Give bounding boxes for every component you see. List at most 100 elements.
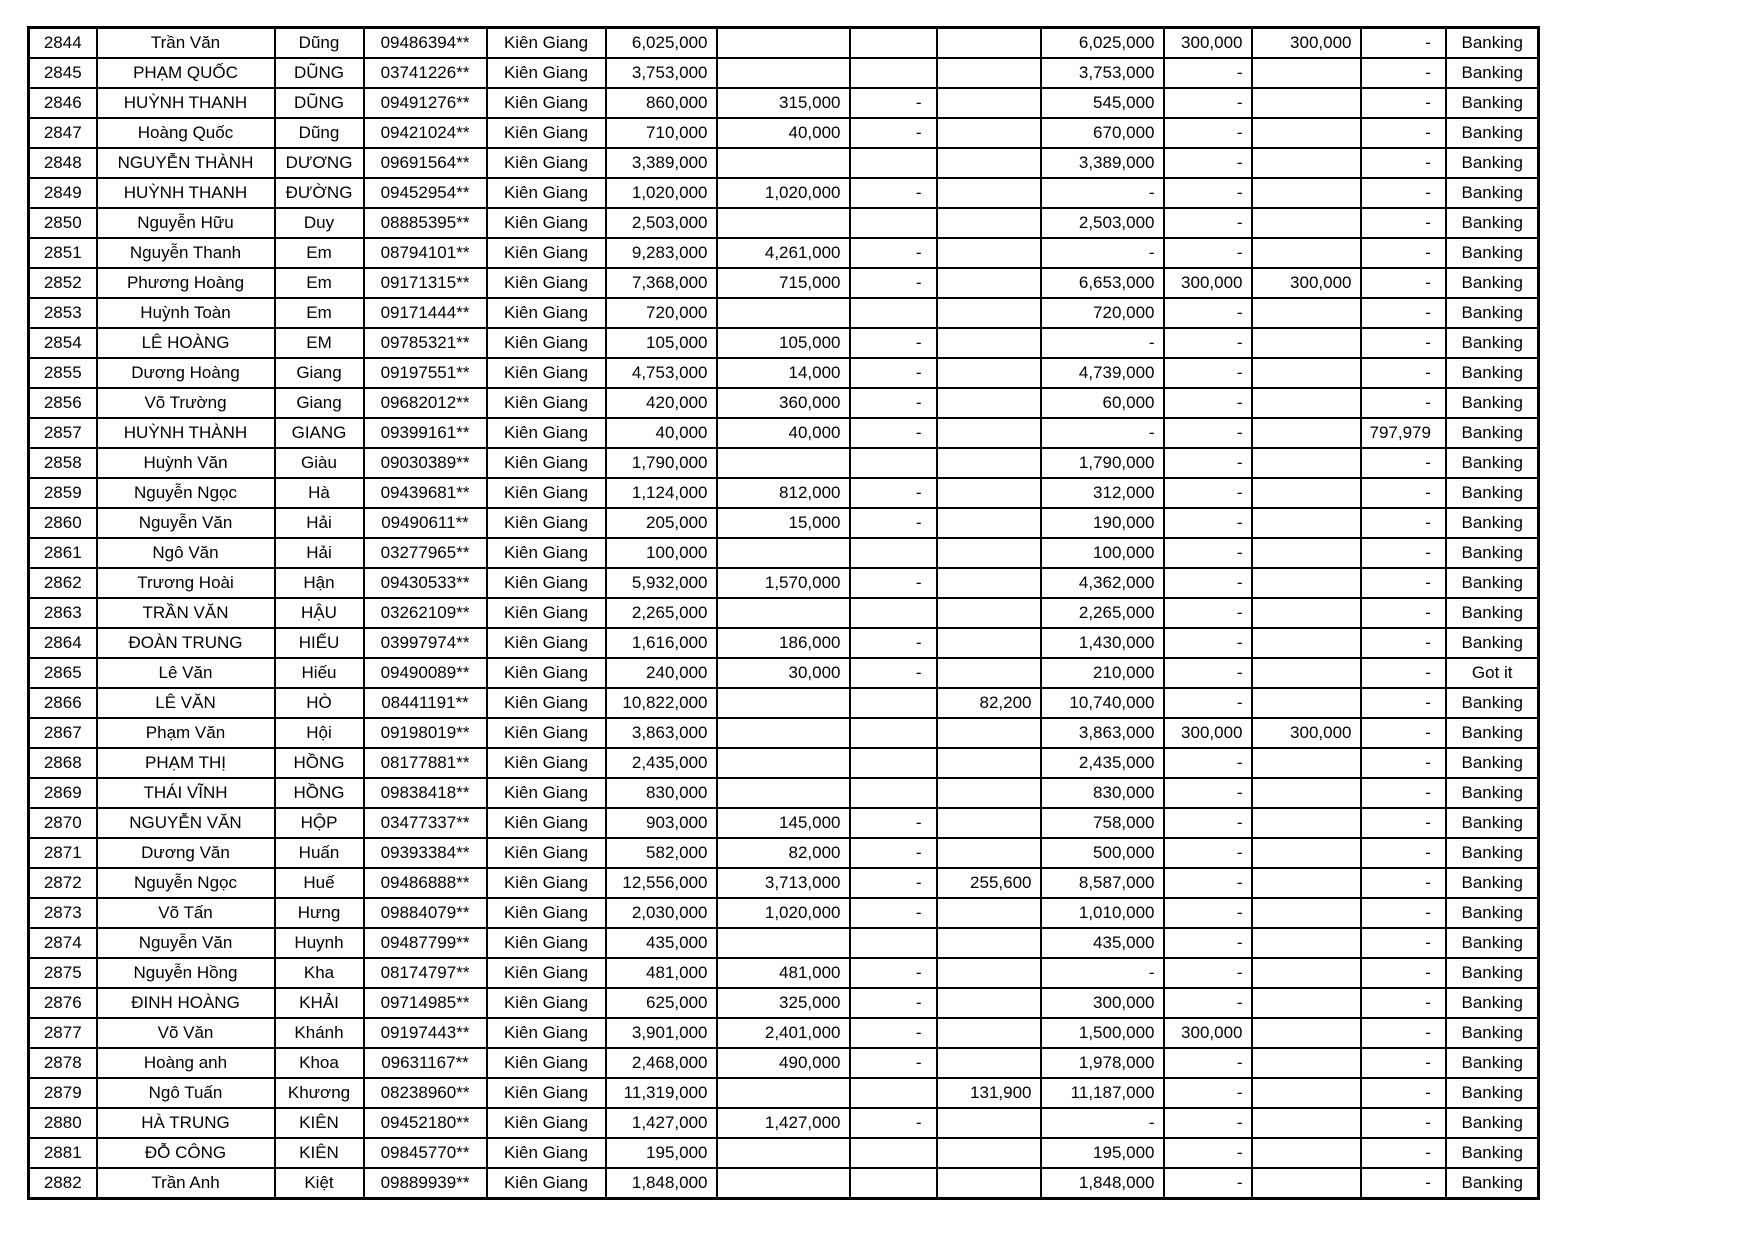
cell-amount-extra-1[interactable]: - bbox=[1162, 927, 1253, 959]
cell-amount-extra-2[interactable] bbox=[1250, 777, 1362, 809]
cell-dash-b[interactable]: - bbox=[1359, 597, 1447, 629]
cell-phone[interactable]: 09439681** bbox=[362, 477, 488, 509]
cell-dash-b[interactable]: - bbox=[1359, 957, 1447, 989]
cell-fee[interactable] bbox=[935, 297, 1042, 329]
cell-status[interactable]: Banking bbox=[1444, 297, 1540, 329]
cell-province[interactable]: Kiên Giang bbox=[485, 1167, 607, 1200]
cell-amount-net[interactable]: - bbox=[1039, 417, 1165, 449]
cell-amount-extra-2[interactable] bbox=[1250, 747, 1362, 779]
cell-fee[interactable] bbox=[935, 957, 1042, 989]
cell-row-id[interactable]: 2870 bbox=[27, 807, 98, 839]
cell-given-name[interactable]: Hội bbox=[273, 717, 365, 749]
cell-amount-net[interactable]: 1,500,000 bbox=[1039, 1017, 1165, 1049]
cell-amount-gross[interactable]: 1,790,000 bbox=[604, 447, 718, 479]
cell-province[interactable]: Kiên Giang bbox=[485, 627, 607, 659]
cell-family-name[interactable]: Nguyễn Văn bbox=[95, 507, 276, 539]
cell-phone[interactable]: 09714985** bbox=[362, 987, 488, 1019]
cell-amount-gross[interactable]: 40,000 bbox=[604, 417, 718, 449]
cell-province[interactable]: Kiên Giang bbox=[485, 1017, 607, 1049]
cell-dash-a[interactable]: - bbox=[848, 897, 938, 929]
cell-status[interactable]: Banking bbox=[1444, 957, 1540, 989]
cell-family-name[interactable]: Hoàng anh bbox=[95, 1047, 276, 1079]
cell-given-name[interactable]: HỘP bbox=[273, 807, 365, 839]
cell-amount-deducted[interactable]: 1,570,000 bbox=[715, 567, 851, 599]
cell-amount-deducted[interactable] bbox=[715, 597, 851, 629]
cell-province[interactable]: Kiên Giang bbox=[485, 717, 607, 749]
cell-amount-gross[interactable]: 240,000 bbox=[604, 657, 718, 689]
cell-fee[interactable] bbox=[935, 447, 1042, 479]
cell-phone[interactable]: 09452180** bbox=[362, 1107, 488, 1139]
cell-fee[interactable] bbox=[935, 237, 1042, 269]
cell-family-name[interactable]: LÊ VĂN bbox=[95, 687, 276, 719]
cell-amount-extra-2[interactable] bbox=[1250, 1017, 1362, 1049]
cell-dash-b[interactable]: - bbox=[1359, 26, 1447, 59]
cell-amount-extra-2[interactable]: 300,000 bbox=[1250, 267, 1362, 299]
cell-family-name[interactable]: HUỲNH THANH bbox=[95, 87, 276, 119]
cell-dash-b[interactable]: - bbox=[1359, 207, 1447, 239]
cell-dash-b[interactable]: - bbox=[1359, 717, 1447, 749]
cell-amount-deducted[interactable]: 812,000 bbox=[715, 477, 851, 509]
cell-given-name[interactable]: DƯƠNG bbox=[273, 147, 365, 179]
cell-amount-deducted[interactable]: 4,261,000 bbox=[715, 237, 851, 269]
cell-amount-gross[interactable]: 3,901,000 bbox=[604, 1017, 718, 1049]
cell-amount-net[interactable]: 2,265,000 bbox=[1039, 597, 1165, 629]
cell-province[interactable]: Kiên Giang bbox=[485, 537, 607, 569]
cell-amount-gross[interactable]: 2,468,000 bbox=[604, 1047, 718, 1079]
cell-amount-extra-2[interactable] bbox=[1250, 447, 1362, 479]
cell-given-name[interactable]: HIẾU bbox=[273, 627, 365, 659]
cell-amount-extra-1[interactable]: - bbox=[1162, 387, 1253, 419]
cell-amount-extra-1[interactable]: - bbox=[1162, 87, 1253, 119]
cell-given-name[interactable]: Hà bbox=[273, 477, 365, 509]
cell-amount-gross[interactable]: 2,265,000 bbox=[604, 597, 718, 629]
cell-given-name[interactable]: Kiệt bbox=[273, 1167, 365, 1200]
cell-amount-gross[interactable]: 720,000 bbox=[604, 297, 718, 329]
cell-amount-gross[interactable]: 481,000 bbox=[604, 957, 718, 989]
cell-dash-b[interactable]: - bbox=[1359, 57, 1447, 89]
cell-phone[interactable]: 09487799** bbox=[362, 927, 488, 959]
cell-amount-extra-2[interactable] bbox=[1250, 867, 1362, 899]
cell-amount-gross[interactable]: 3,389,000 bbox=[604, 147, 718, 179]
cell-given-name[interactable]: Hận bbox=[273, 567, 365, 599]
cell-amount-gross[interactable]: 5,932,000 bbox=[604, 567, 718, 599]
cell-dash-a[interactable]: - bbox=[848, 567, 938, 599]
cell-amount-gross[interactable]: 903,000 bbox=[604, 807, 718, 839]
cell-family-name[interactable]: ĐOÀN TRUNG bbox=[95, 627, 276, 659]
cell-amount-extra-1[interactable]: - bbox=[1162, 477, 1253, 509]
cell-amount-gross[interactable]: 1,020,000 bbox=[604, 177, 718, 209]
cell-status[interactable]: Banking bbox=[1444, 987, 1540, 1019]
cell-family-name[interactable]: Phương Hoàng bbox=[95, 267, 276, 299]
cell-status[interactable]: Got it bbox=[1444, 657, 1540, 689]
cell-amount-gross[interactable]: 2,503,000 bbox=[604, 207, 718, 239]
cell-amount-extra-1[interactable]: - bbox=[1162, 417, 1253, 449]
cell-amount-extra-2[interactable] bbox=[1250, 387, 1362, 419]
cell-amount-extra-2[interactable]: 300,000 bbox=[1250, 26, 1362, 59]
cell-family-name[interactable]: Võ Văn bbox=[95, 1017, 276, 1049]
cell-amount-gross[interactable]: 6,025,000 bbox=[604, 26, 718, 59]
cell-status[interactable]: Banking bbox=[1444, 507, 1540, 539]
cell-family-name[interactable]: Nguyễn Thanh bbox=[95, 237, 276, 269]
cell-row-id[interactable]: 2855 bbox=[27, 357, 98, 389]
cell-row-id[interactable]: 2881 bbox=[27, 1137, 98, 1169]
cell-province[interactable]: Kiên Giang bbox=[485, 597, 607, 629]
cell-fee[interactable] bbox=[935, 717, 1042, 749]
cell-fee[interactable] bbox=[935, 897, 1042, 929]
cell-amount-extra-1[interactable]: - bbox=[1162, 1137, 1253, 1169]
cell-status[interactable]: Banking bbox=[1444, 627, 1540, 659]
cell-status[interactable]: Banking bbox=[1444, 57, 1540, 89]
cell-amount-extra-1[interactable]: - bbox=[1162, 627, 1253, 659]
cell-row-id[interactable]: 2844 bbox=[27, 26, 98, 59]
cell-amount-gross[interactable]: 582,000 bbox=[604, 837, 718, 869]
cell-amount-extra-2[interactable] bbox=[1250, 147, 1362, 179]
cell-province[interactable]: Kiên Giang bbox=[485, 807, 607, 839]
cell-dash-b[interactable]: - bbox=[1359, 237, 1447, 269]
cell-fee[interactable] bbox=[935, 627, 1042, 659]
cell-province[interactable]: Kiên Giang bbox=[485, 26, 607, 59]
cell-phone[interactable]: 09691564** bbox=[362, 147, 488, 179]
cell-status[interactable]: Banking bbox=[1444, 237, 1540, 269]
cell-province[interactable]: Kiên Giang bbox=[485, 477, 607, 509]
cell-phone[interactable]: 09631167** bbox=[362, 1047, 488, 1079]
cell-phone[interactable]: 03741226** bbox=[362, 57, 488, 89]
cell-dash-b[interactable]: - bbox=[1359, 777, 1447, 809]
cell-amount-net[interactable]: 435,000 bbox=[1039, 927, 1165, 959]
cell-amount-net[interactable]: 6,025,000 bbox=[1039, 26, 1165, 59]
